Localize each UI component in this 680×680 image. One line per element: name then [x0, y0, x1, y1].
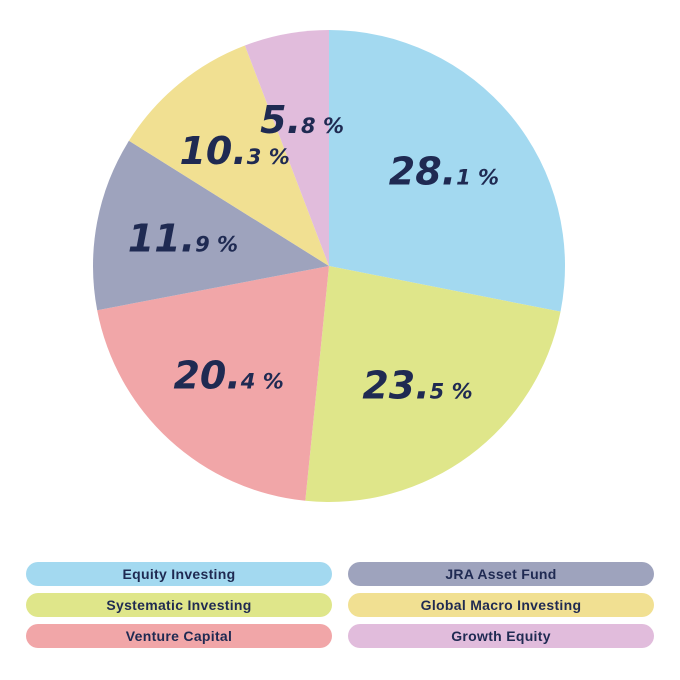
legend-item-equity-investing: Equity Investing — [26, 562, 332, 586]
slice-label-jra-asset-fund: 11.9 % — [128, 217, 238, 261]
slice-label-systematic-investing: 23.5 % — [362, 364, 472, 408]
legend-item-systematic-investing: Systematic Investing — [26, 593, 332, 617]
legend-item-global-macro-investing: Global Macro Investing — [348, 593, 654, 617]
pie-labels: 28.1 % 23.5 % 20.4 % 11.9 % 10.3 %5.8 % — [128, 98, 499, 408]
slice-label-global-macro-investing: 10.3 % — [179, 129, 289, 173]
legend-item-growth-equity: Growth Equity — [348, 624, 654, 648]
slice-label-equity-investing: 28.1 % — [389, 150, 499, 194]
legend: Equity Investing JRA Asset Fund Systematic… — [26, 562, 654, 648]
slice-label-venture-capital: 20.4 % — [173, 354, 283, 398]
legend-item-venture-capital: Venture Capital — [26, 624, 332, 648]
pie-chart: 28.1 % 23.5 % 20.4 % 11.9 % 10.3 %5.8 % — [93, 30, 566, 503]
slice-label-growth-equity: 5.8 % — [260, 98, 344, 142]
pie-slice-equity-investing — [329, 30, 566, 312]
pie-slice-venture-capital — [97, 266, 330, 501]
pie-slice-global-macro-investing — [128, 45, 329, 266]
pie-slice-systematic-investing — [305, 266, 561, 503]
pie-slice-growth-equity — [244, 30, 329, 266]
pie-slices — [93, 30, 566, 503]
pie-slice-jra-asset-fund — [93, 140, 330, 311]
legend-item-jra-asset-fund: JRA Asset Fund — [348, 562, 654, 586]
